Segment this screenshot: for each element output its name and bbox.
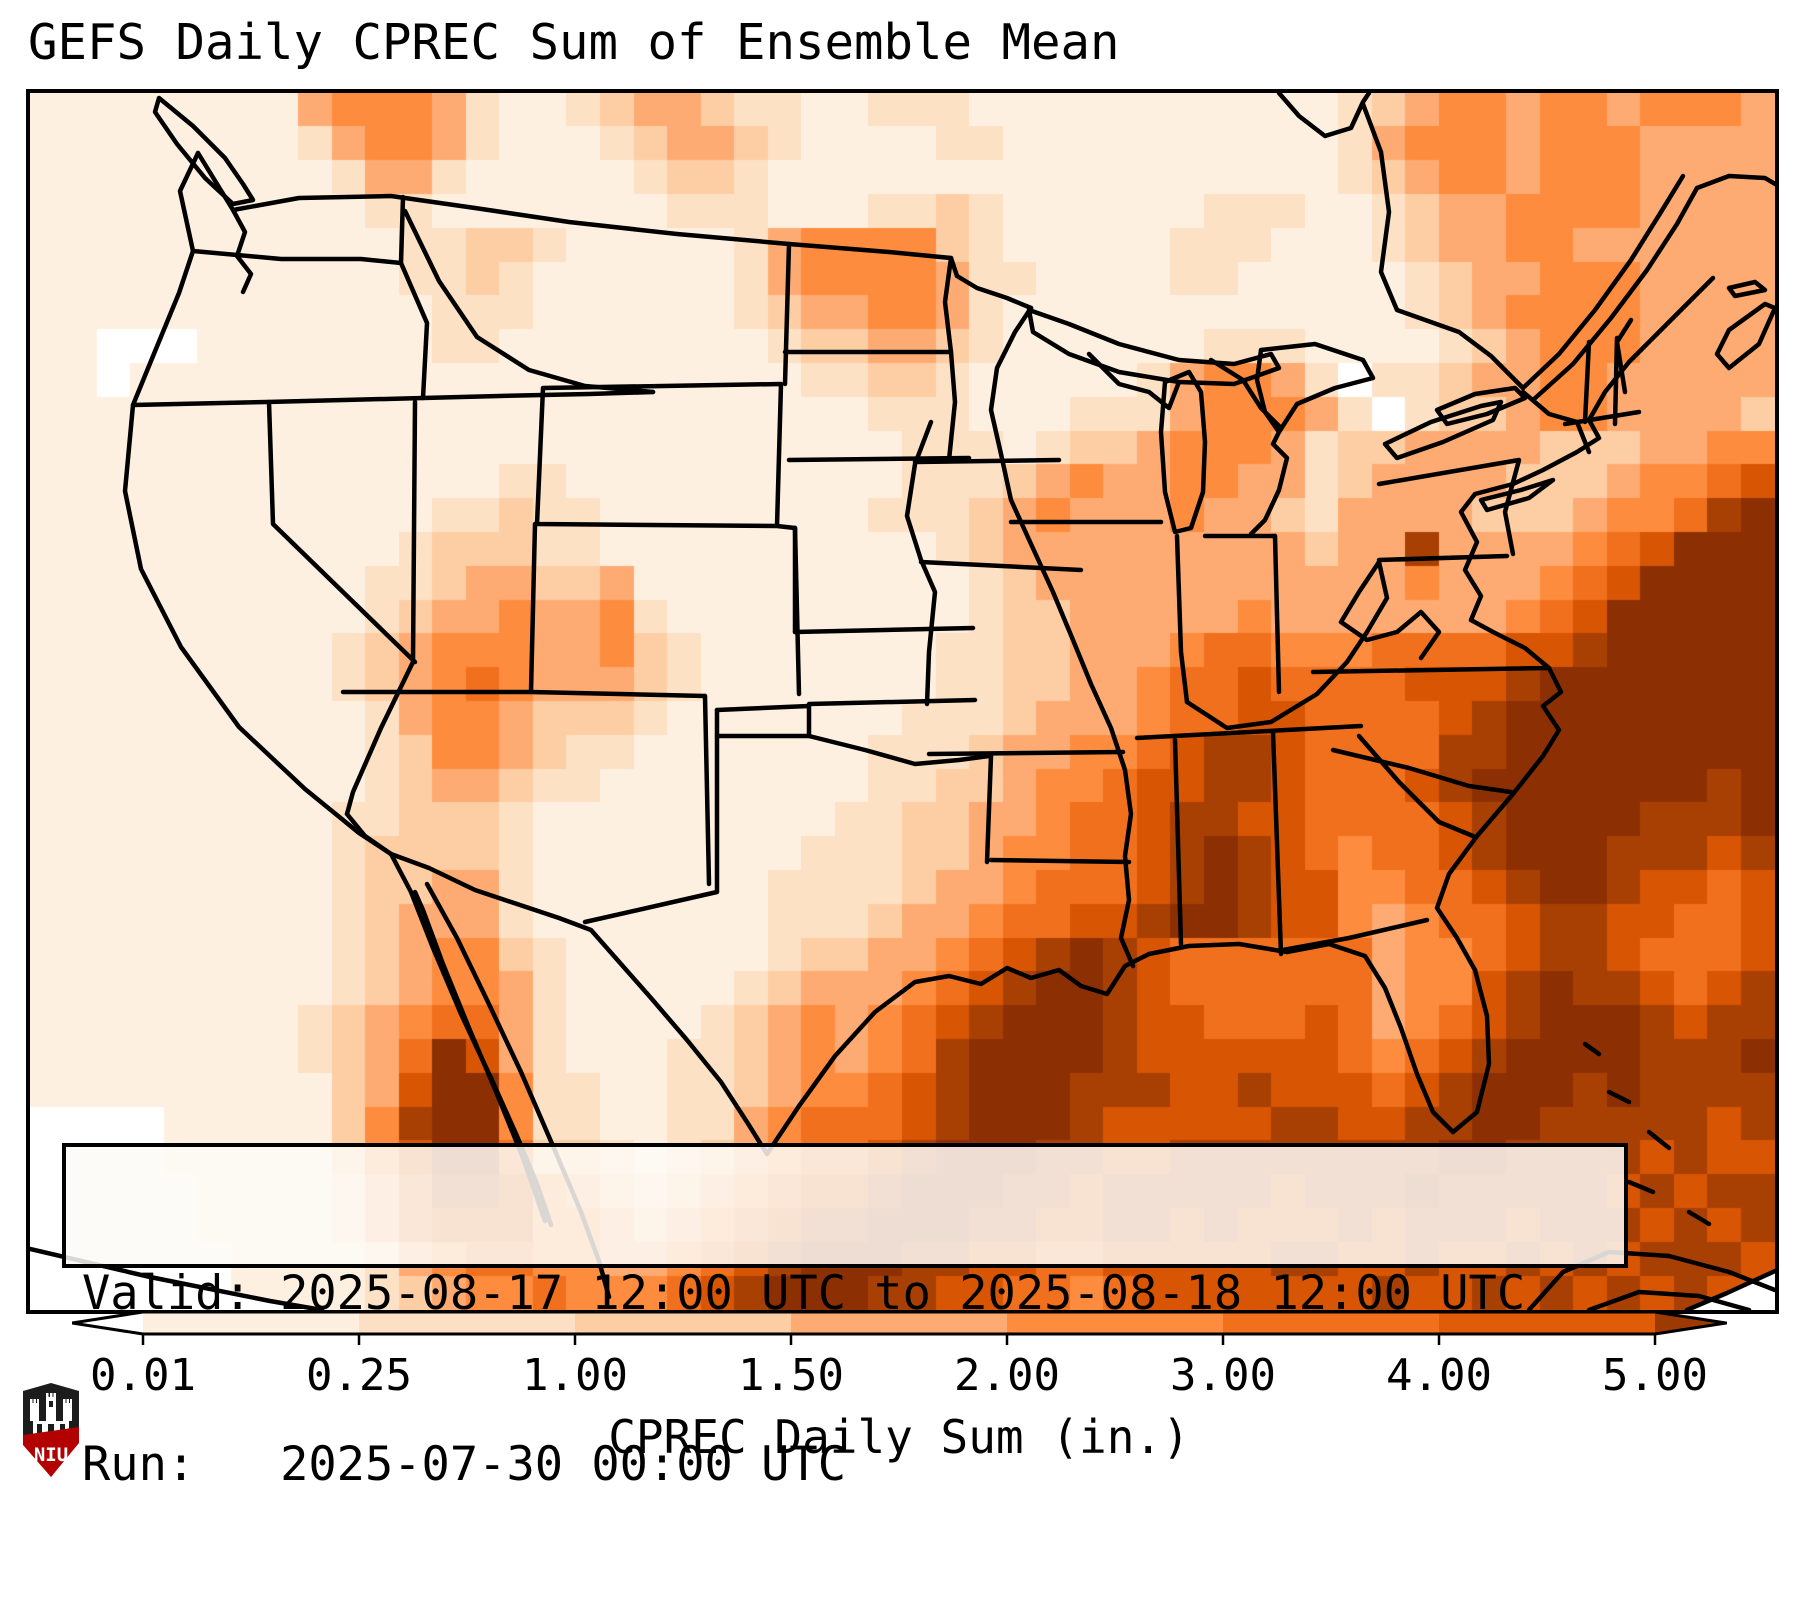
valid-run-info-box: Valid: 2025-08-17 12:00 UTC to 2025-08-1…	[62, 1143, 1628, 1492]
colorbar-segments	[143, 1312, 1656, 1334]
colorbar-segment	[1223, 1312, 1440, 1334]
colorbar-segment	[575, 1312, 792, 1334]
state-borders-overlay	[30, 93, 1775, 1310]
colorbar-segment	[1007, 1312, 1224, 1334]
map-domain-edge-se	[1687, 1271, 1775, 1310]
colorbar-tick-label: 2.00	[954, 1350, 1060, 1401]
colorbar-over-arrow	[1655, 1312, 1726, 1334]
colorbar-tick-label: 3.00	[1170, 1350, 1276, 1401]
map-domain-edge-sw	[30, 1249, 322, 1310]
coastlines-and-borders	[30, 93, 1775, 1310]
colorbar-under-arrow	[72, 1312, 143, 1334]
niu-red-band	[23, 1427, 79, 1477]
page-title: GEFS Daily CPREC Sum of Ensemble Mean	[28, 14, 1120, 71]
colorbar-tick-label: 1.50	[738, 1350, 844, 1401]
niu-logo: NIU	[23, 1383, 79, 1477]
colorbar-segment	[791, 1312, 1008, 1334]
precipitation-map: Valid: 2025-08-17 12:00 UTC to 2025-08-1…	[26, 89, 1779, 1492]
colorbar	[72, 1311, 1727, 1345]
colorbar-segment	[359, 1312, 576, 1334]
colorbar-segment	[1439, 1312, 1656, 1334]
colorbar-axis-label: CPREC Daily Sum (in.)	[608, 1410, 1190, 1464]
colorbar-segment	[143, 1312, 360, 1334]
castle-windows	[37, 1401, 65, 1434]
colorbar-tick-label: 1.00	[522, 1350, 628, 1401]
niu-logo-text: NIU	[34, 1444, 68, 1466]
colorbar-tick-label: 5.00	[1602, 1350, 1708, 1401]
colorbar-tick-labels: 0.01 0.25 1.00 1.50 2.00 3.00 4.00 5.00	[0, 1350, 1803, 1401]
colorbar-tick-label: 0.01	[90, 1350, 196, 1401]
colorbar-tick-label: 4.00	[1386, 1350, 1492, 1401]
colorbar-tick-marks	[141, 1334, 1657, 1345]
colorbar-tick-label: 0.25	[306, 1350, 412, 1401]
run-time-text: Run: 2025-07-30 00:00 UTC	[82, 1437, 847, 1492]
